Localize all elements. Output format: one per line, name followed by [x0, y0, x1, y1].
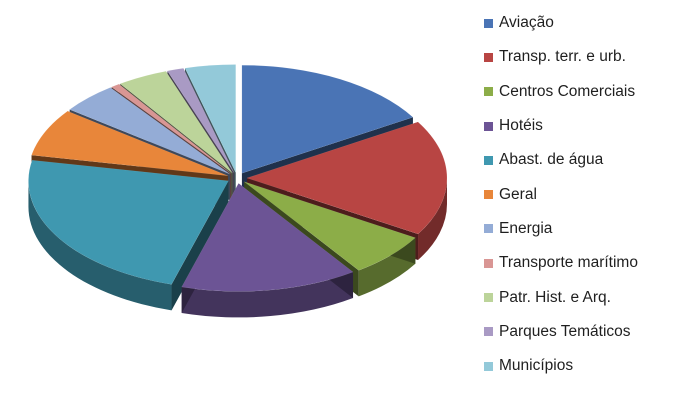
legend-item-municipios: Municípios	[484, 349, 680, 383]
legend-label: Patr. Hist. e Arq.	[499, 288, 611, 306]
legend-swatch	[484, 52, 493, 62]
legend-label: Aviação	[499, 14, 554, 32]
legend-swatch	[484, 293, 493, 303]
legend-item-abast-de-agua: Abast. de água	[484, 143, 680, 177]
legend-item-geral: Geral	[484, 177, 680, 211]
legend-item-centros-comerciais: Centros Comerciais	[484, 75, 680, 109]
slice-top	[184, 64, 236, 173]
slice-wall	[171, 180, 229, 311]
legend-label: Geral	[499, 185, 537, 203]
legend-swatch	[484, 190, 493, 200]
legend-label: Parques Temáticos	[499, 322, 631, 340]
slice-side	[181, 272, 354, 318]
legend-item-patr-hist-e-arq: Patr. Hist. e Arq.	[484, 280, 680, 314]
legend-label: Centros Comerciais	[499, 82, 636, 100]
legend: Aviação Transp. terr. e urb. Centros Comer…	[484, 6, 680, 383]
slice-top	[31, 110, 228, 177]
slice-top	[244, 181, 416, 271]
legend-item-aviacao: Aviação	[484, 6, 680, 40]
legend-item-transp-terr-e-urb: Transp. terr. e urb.	[484, 40, 680, 74]
slice-hoteis	[181, 183, 354, 318]
legend-item-hoteis: Hotéis	[484, 109, 680, 143]
legend-swatch	[484, 258, 493, 268]
slice-side	[28, 180, 172, 311]
legend-item-parques-tematicos: Parques Temáticos	[484, 315, 680, 349]
legend-item-energia: Energia	[484, 212, 680, 246]
legend-swatch	[484, 87, 493, 97]
legend-swatch	[484, 327, 493, 337]
slice-top	[119, 70, 233, 174]
slice-abast-de-agua	[28, 159, 229, 311]
slice-top	[246, 121, 448, 235]
legend-swatch	[484, 361, 493, 371]
legend-label: Transporte marítimo	[499, 254, 638, 272]
legend-label: Hotéis	[499, 117, 543, 135]
legend-swatch	[484, 224, 493, 234]
legend-label: Abast. de água	[499, 151, 604, 169]
slice-side	[418, 178, 447, 260]
legend-label: Transp. terr. e urb.	[499, 48, 626, 66]
legend-swatch	[484, 121, 493, 131]
slice-top	[69, 87, 231, 175]
slice-top	[111, 83, 232, 174]
legend-label: Energia	[499, 219, 553, 237]
legend-swatch	[484, 18, 493, 28]
legend-swatch	[484, 155, 493, 165]
slice-top	[181, 183, 354, 292]
slice-top	[241, 64, 414, 174]
legend-item-transporte-maritimo: Transporte marítimo	[484, 246, 680, 280]
slice-top	[28, 159, 229, 285]
slice-top	[166, 68, 235, 173]
legend-label: Municípios	[499, 357, 574, 375]
